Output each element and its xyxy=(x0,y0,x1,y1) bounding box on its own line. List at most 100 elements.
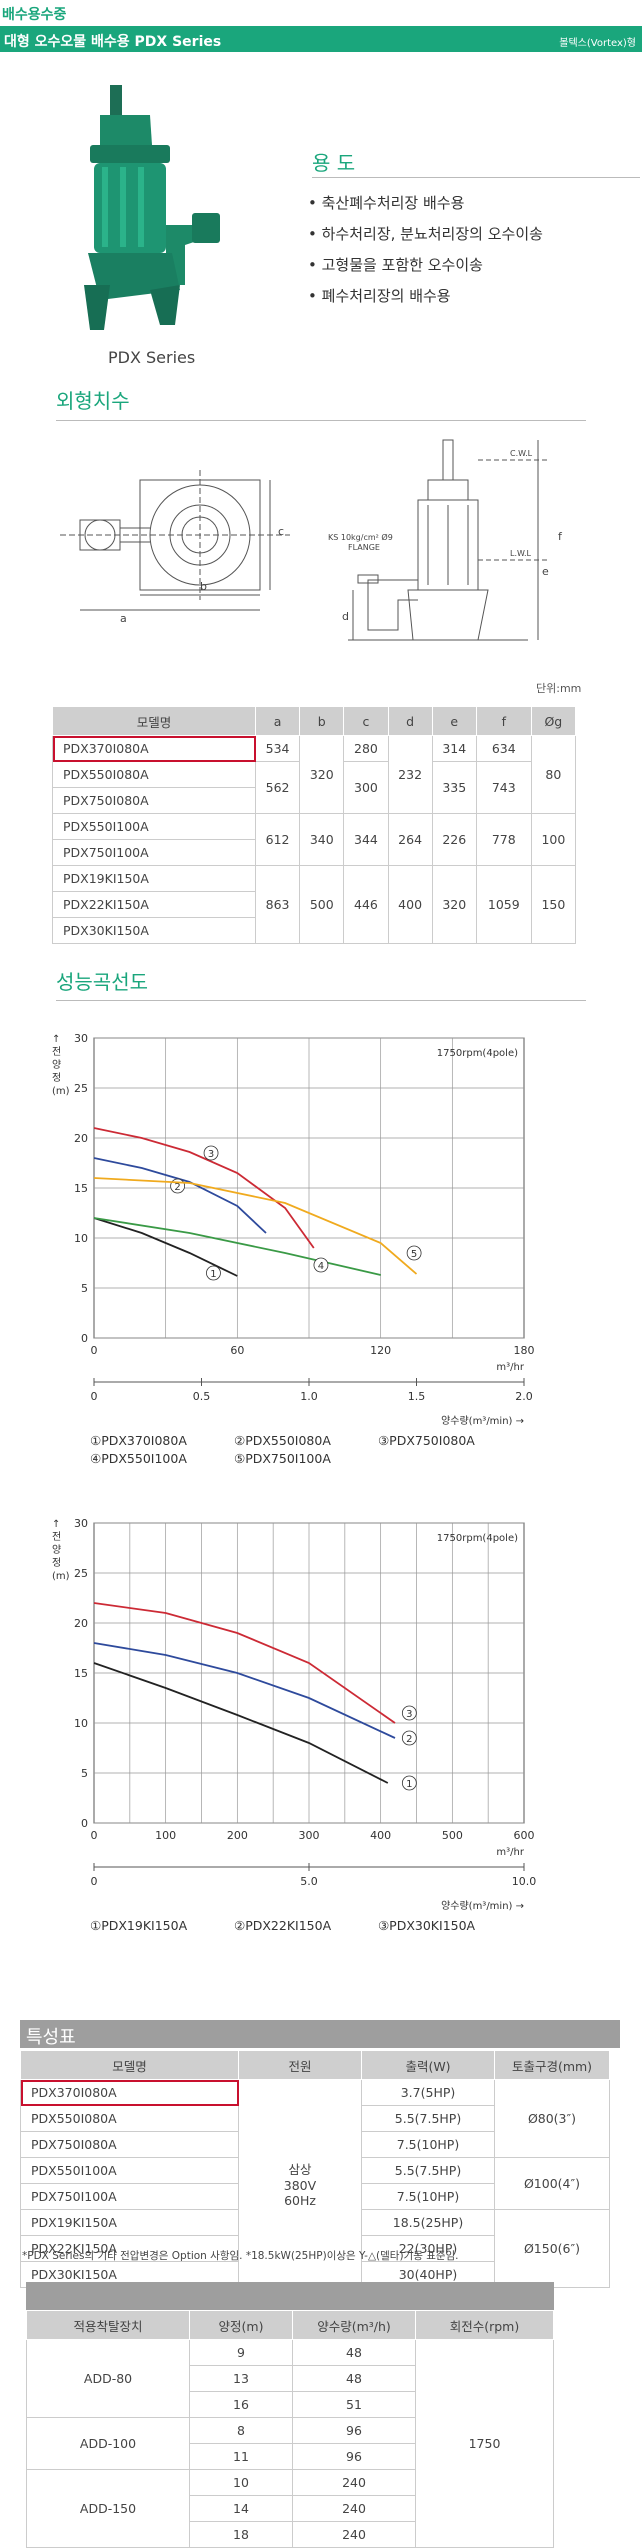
performance-title: 성능곡선도 xyxy=(56,970,148,994)
y-tick-label: 30 xyxy=(74,1032,88,1045)
add-table-bar xyxy=(26,2282,554,2310)
top-view-drawing: a b c xyxy=(60,470,290,625)
x-tick-label: 500 xyxy=(442,1829,463,1842)
y-tick-label: 20 xyxy=(74,1617,88,1630)
dim-d-label: d xyxy=(342,610,349,623)
col-header: 양수량(m³/h) xyxy=(292,2310,416,2340)
x2-tick-label: 10.0 xyxy=(512,1875,537,1888)
col-header: d xyxy=(387,706,433,736)
table-cell: 562 xyxy=(254,761,301,814)
series-label: 5 xyxy=(411,1249,417,1260)
usage-item: 폐수처리장의 배수용 xyxy=(308,281,543,312)
legend-item: ③PDX30KI150A xyxy=(377,1918,476,1933)
dimensions-table: 모델명 a b c d e f Øg PDX370I080A 534 320 2… xyxy=(52,706,577,944)
unit-label: 단위:mm xyxy=(536,682,582,695)
x-tick-label: 180 xyxy=(514,1344,535,1357)
dimensions-title: 외형치수 xyxy=(56,389,130,413)
table-cell: 778 xyxy=(475,813,532,866)
x-tick-label: 120 xyxy=(370,1344,391,1357)
series-line xyxy=(93,1127,315,1249)
y-tick-label: 10 xyxy=(74,1717,88,1730)
table-cell-model: PDX750I100A xyxy=(20,2183,239,2210)
y-tick-label: 25 xyxy=(74,1082,88,1095)
divider xyxy=(312,177,640,178)
usage-list: 축산폐수처리장 배수용 하수처리장, 분뇨처리장의 오수이송 고형물을 포함한 … xyxy=(308,188,543,312)
col-header: 회전수(rpm) xyxy=(415,2310,554,2340)
table-cell: 320 xyxy=(299,735,345,814)
flange-label: KS 10kg/cm² Ø9 xyxy=(328,532,393,542)
table-cell-model: PDX19KI150A xyxy=(52,865,256,892)
series-marker xyxy=(206,1265,221,1281)
col-header: 토출구경(mm) xyxy=(494,2050,610,2080)
dim-c-label: c xyxy=(278,525,284,538)
table-cell-model: PDX19KI150A xyxy=(20,2209,239,2236)
dim-e-label: e xyxy=(542,565,549,578)
x2-tick-label: 5.0 xyxy=(300,1875,318,1888)
divider xyxy=(56,420,586,421)
series-marker xyxy=(406,1245,422,1261)
table-cell: 863 xyxy=(254,865,301,944)
dim-f-label: f xyxy=(558,530,563,543)
series-line xyxy=(93,1662,389,1784)
x-tick-label: 100 xyxy=(155,1829,176,1842)
x2-tick-label: 2.0 xyxy=(515,1390,533,1403)
table-cell: 400 xyxy=(387,865,433,944)
type-label: 볼텍스(Vortex)형 xyxy=(559,38,636,49)
divider xyxy=(56,1000,586,1001)
lwl-label: L.W.L xyxy=(510,549,532,558)
legend-item: ①PDX19KI150A xyxy=(90,1918,188,1933)
series-label: 2 xyxy=(174,1182,180,1193)
col-header: 전원 xyxy=(238,2050,362,2080)
table-cell: 232 xyxy=(387,735,433,814)
x2-axis-label: 양수량(m³/min) → xyxy=(441,1415,524,1427)
features-title: 특성표 xyxy=(26,2027,76,2048)
col-header: c xyxy=(343,706,389,736)
series-line xyxy=(93,1177,418,1275)
side-view-drawing: KS 10kg/cm² Ø9 FLANGE C.W.L L.W.L d e f xyxy=(328,439,563,641)
table-cell-model: PDX750I080A xyxy=(20,2131,239,2158)
series-marker xyxy=(203,1145,219,1161)
x-tick-label: 0 xyxy=(91,1344,98,1357)
table-cell: 7.5(10HP) xyxy=(361,2183,495,2210)
table-cell: 240 xyxy=(292,2495,416,2522)
series-line xyxy=(93,1217,238,1277)
table-cell: Ø150(6″) xyxy=(494,2209,610,2288)
x-tick-label: 400 xyxy=(370,1829,391,1842)
cwl-label: C.W.L xyxy=(510,449,533,458)
table-cell: 16 xyxy=(189,2391,293,2418)
col-header: 모델명 xyxy=(52,706,256,736)
device-cell: ADD-100 xyxy=(26,2417,190,2470)
table-cell: 264 xyxy=(387,813,433,866)
rpm-label: 1750rpm(4pole) xyxy=(437,1048,518,1059)
y-tick-label: 20 xyxy=(74,1132,88,1145)
power-line: 60Hz xyxy=(284,2193,316,2208)
add-table: 적용착탈장치 양정(m) 양수량(m³/h) 회전수(rpm) ADD-80 9… xyxy=(26,2310,554,2548)
x-tick-label: 600 xyxy=(514,1829,535,1842)
table-cell: 320 xyxy=(431,865,477,944)
col-header: 모델명 xyxy=(20,2050,239,2080)
col-header: f xyxy=(475,706,532,736)
series-label: 2 xyxy=(406,1734,412,1745)
table-cell: 240 xyxy=(292,2521,416,2548)
table-cell: 280 xyxy=(343,735,389,762)
table-cell: 534 xyxy=(254,735,301,762)
x2-tick-label: 1.0 xyxy=(300,1390,318,1403)
legend-item: ⑤PDX750I100A xyxy=(233,1451,331,1466)
table-cell: 446 xyxy=(343,865,389,944)
legend-item: ②PDX550I080A xyxy=(233,1433,331,1448)
series-label: 3 xyxy=(406,1709,412,1720)
legend-item: ①PDX370I080A xyxy=(90,1433,187,1448)
table-cell: 18 xyxy=(189,2521,293,2548)
table-cell-model: PDX750I080A xyxy=(52,787,256,814)
table-cell-model: PDX550I080A xyxy=(52,761,256,788)
table-cell: 150 xyxy=(530,865,577,944)
col-header: 적용착탈장치 xyxy=(26,2310,190,2340)
table-cell: Ø100(4″) xyxy=(494,2157,610,2210)
y-tick-label: 30 xyxy=(74,1517,88,1530)
table-cell: 340 xyxy=(299,813,345,866)
table-cell: 3.7(5HP) xyxy=(361,2079,495,2106)
usage-item: 하수처리장, 분뇨처리장의 오수이송 xyxy=(308,219,543,250)
table-cell-model: PDX550I080A xyxy=(20,2105,239,2132)
series-label: 1 xyxy=(210,1269,216,1280)
